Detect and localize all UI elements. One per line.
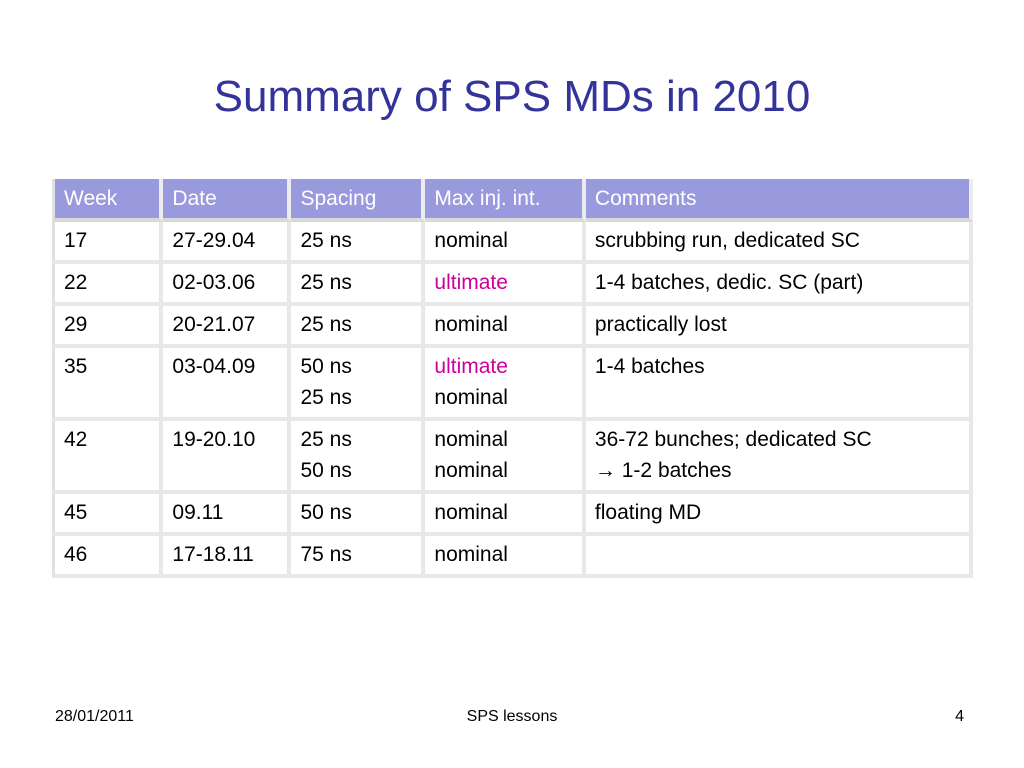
table-body: 17 27-29.04 25 ns nominal scrubbing run, ded… [52, 222, 973, 578]
cell-max-inj-int: nominal [425, 222, 586, 264]
cell-max-inj-int: nominal [425, 494, 586, 536]
comment-text: → 1-2 batches [594, 459, 732, 482]
page-number: 4 [955, 708, 964, 725]
cell-comments: 36-72 bunches; dedicated SC → 1-2 batches [585, 421, 973, 494]
table-row: 29 20-21.07 25 ns nominal practically lost [52, 306, 973, 348]
cell-spacing: 25 ns 50 ns [291, 421, 426, 494]
cell-date: 27-29.04 [163, 222, 292, 264]
table-header-row: Week Date Spacing Max inj. int. Comments [52, 179, 973, 222]
cell-comments: floating MD [585, 494, 973, 536]
cell-week: 45 [52, 494, 164, 536]
slide-title: Summary of SPS MDs in 2010 [213, 72, 811, 121]
comment-text: floating MD [594, 501, 702, 524]
cell-comments [585, 536, 973, 578]
cell-week: 46 [52, 536, 164, 578]
cell-max-inj-int: nominal nominal [425, 421, 586, 494]
header-week: Week [52, 179, 164, 222]
spacing-value: 25 ns [300, 428, 352, 451]
cell-date: 09.11 [163, 494, 292, 536]
cell-spacing: 50 ns [291, 494, 426, 536]
header-max-inj-int: Max inj. int. [425, 179, 586, 222]
table-row: 46 17-18.11 75 ns nominal [52, 536, 973, 578]
cell-comments: scrubbing run, dedicated SC [585, 222, 973, 264]
max-inj-value: nominal [434, 543, 508, 566]
table-row: 45 09.11 50 ns nominal floating MD [52, 494, 973, 536]
cell-comments: practically lost [585, 306, 973, 348]
max-inj-value: ultimate [434, 271, 508, 294]
cell-spacing: 25 ns [291, 264, 426, 306]
max-inj-value: nominal [434, 459, 508, 482]
max-inj-value: nominal [434, 428, 508, 451]
spacing-value: 50 ns [300, 501, 352, 524]
comment-text: 1-4 batches, dedic. SC (part) [594, 271, 864, 294]
table-row: 35 03-04.09 50 ns 25 ns ultimate nominal 1-4 b… [52, 348, 973, 421]
table-row: 22 02-03.06 25 ns ultimate 1-4 batches, dedi… [52, 264, 973, 306]
table-row: 42 19-20.10 25 ns 50 ns nominal nominal 36-72 … [52, 421, 973, 494]
summary-table-container: Week Date Spacing Max inj. int. Comments… [52, 179, 973, 578]
cell-week: 35 [52, 348, 164, 421]
comment-text: 1-4 batches [594, 355, 705, 378]
cell-spacing: 75 ns [291, 536, 426, 578]
header-comments: Comments [585, 179, 973, 222]
max-inj-value: nominal [434, 386, 508, 409]
table-row: 17 27-29.04 25 ns nominal scrubbing run, ded… [52, 222, 973, 264]
cell-comments: 1-4 batches, dedic. SC (part) [585, 264, 973, 306]
cell-date: 17-18.11 [163, 536, 292, 578]
cell-date: 19-20.10 [163, 421, 292, 494]
max-inj-value: nominal [434, 229, 508, 252]
spacing-value: 75 ns [300, 543, 352, 566]
cell-week: 17 [52, 222, 164, 264]
spacing-value: 25 ns [300, 229, 352, 252]
cell-week: 22 [52, 264, 164, 306]
cell-max-inj-int: nominal [425, 306, 586, 348]
cell-date: 02-03.06 [163, 264, 292, 306]
spacing-value: 25 ns [300, 313, 352, 336]
spacing-value: 50 ns [300, 355, 352, 378]
header-date: Date [163, 179, 292, 222]
summary-table: Week Date Spacing Max inj. int. Comments… [52, 179, 973, 578]
spacing-value: 25 ns [300, 271, 352, 294]
cell-date: 20-21.07 [163, 306, 292, 348]
header-spacing: Spacing [291, 179, 426, 222]
cell-spacing: 25 ns [291, 306, 426, 348]
cell-spacing: 50 ns 25 ns [291, 348, 426, 421]
cell-spacing: 25 ns [291, 222, 426, 264]
comment-text: 36-72 bunches; dedicated SC [594, 428, 872, 451]
max-inj-value: nominal [434, 313, 508, 336]
max-inj-value: nominal [434, 501, 508, 524]
cell-max-inj-int: nominal [425, 536, 586, 578]
comment-text: scrubbing run, dedicated SC [594, 229, 860, 252]
comment-text: practically lost [594, 313, 727, 336]
max-inj-value: ultimate [434, 355, 508, 378]
footer-title: SPS lessons [466, 708, 558, 725]
cell-week: 29 [52, 306, 164, 348]
cell-max-inj-int: ultimate [425, 264, 586, 306]
spacing-value: 25 ns [300, 386, 352, 409]
footer-date: 28/01/2011 [55, 708, 134, 725]
cell-comments: 1-4 batches [585, 348, 973, 421]
spacing-value: 50 ns [300, 459, 352, 482]
cell-date: 03-04.09 [163, 348, 292, 421]
cell-max-inj-int: ultimate nominal [425, 348, 586, 421]
cell-week: 42 [52, 421, 164, 494]
